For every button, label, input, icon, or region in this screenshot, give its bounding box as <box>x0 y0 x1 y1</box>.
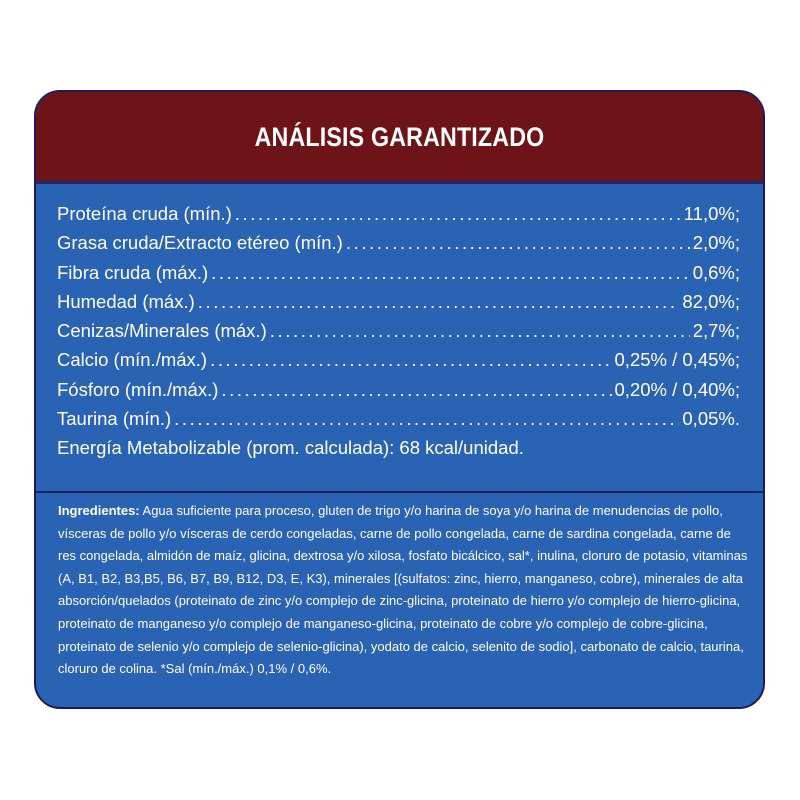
analysis-row-fat: Grasa cruda/Extracto etéreo (mín.) .....… <box>57 232 740 261</box>
metabolizable-energy: Energía Metabolizable (prom. calculada):… <box>57 437 524 459</box>
analysis-row-moisture: Humedad (máx.) .........................… <box>57 291 740 320</box>
dot-leader: ........................................… <box>211 261 690 283</box>
dot-leader: ........................................… <box>210 349 611 371</box>
panel-header: ANÁLISIS GARANTIZADO <box>36 92 763 184</box>
analysis-label: Taurina (mín.) <box>57 408 172 430</box>
ingredients-paragraph: Ingredientes: Agua suficiente para proce… <box>58 500 748 681</box>
analysis-value: 0,20% / 0,40%; <box>614 378 740 400</box>
analysis-label: Calcio (mín./máx.) <box>57 349 208 371</box>
analysis-row-ash: Cenizas/Minerales (máx.) ...............… <box>57 320 740 349</box>
analysis-value: 0,6%; <box>692 261 740 283</box>
analysis-value: 2,7%; <box>692 320 740 342</box>
analysis-value: 11,0%; <box>683 203 740 224</box>
analysis-row-taurine: Taurina (mín.) .........................… <box>57 408 740 437</box>
analysis-label: Fibra cruda (máx.) <box>57 261 209 283</box>
dot-leader: ........................................… <box>234 203 681 224</box>
dot-leader: ........................................… <box>345 232 690 254</box>
analysis-label: Proteína cruda (mín.) <box>57 203 232 224</box>
dot-leader: ........................................… <box>221 378 611 400</box>
analysis-label: Fósforo (mín./máx.) <box>57 378 219 400</box>
dot-leader: ........................................… <box>269 320 690 342</box>
analysis-row-phosphorus: Fósforo (mín./máx.) ....................… <box>57 379 740 408</box>
dot-leader: ........................................… <box>174 408 679 430</box>
analysis-value: 0,25% / 0,45%; <box>614 349 740 371</box>
ingredients-text: Agua suficiente para proceso, gluten de … <box>58 503 748 677</box>
section-divider <box>36 491 763 493</box>
analysis-row-calcium: Calcio (mín./máx.) .....................… <box>57 349 740 378</box>
analysis-value: 2,0%; <box>692 232 740 254</box>
analysis-row-protein: Proteína cruda (mín.) ..................… <box>57 203 740 232</box>
analysis-value: 0,05%. <box>682 408 740 430</box>
analysis-label: Cenizas/Minerales (máx.) <box>57 320 267 342</box>
guaranteed-analysis-list: Proteína cruda (mín.) ..................… <box>57 203 740 467</box>
analysis-value: 82,0%; <box>682 290 740 312</box>
analysis-row-fiber: Fibra cruda (máx.) .....................… <box>57 262 740 291</box>
ingredients-label: Ingredientes: <box>58 503 140 518</box>
nutrition-panel: ANÁLISIS GARANTIZADO Proteína cruda (mín… <box>34 90 765 709</box>
dot-leader: ........................................… <box>197 290 680 312</box>
analysis-label: Grasa cruda/Extracto etéreo (mín.) <box>57 232 343 254</box>
analysis-label: Humedad (máx.) <box>57 290 195 312</box>
panel-title: ANÁLISIS GARANTIZADO <box>254 122 545 152</box>
